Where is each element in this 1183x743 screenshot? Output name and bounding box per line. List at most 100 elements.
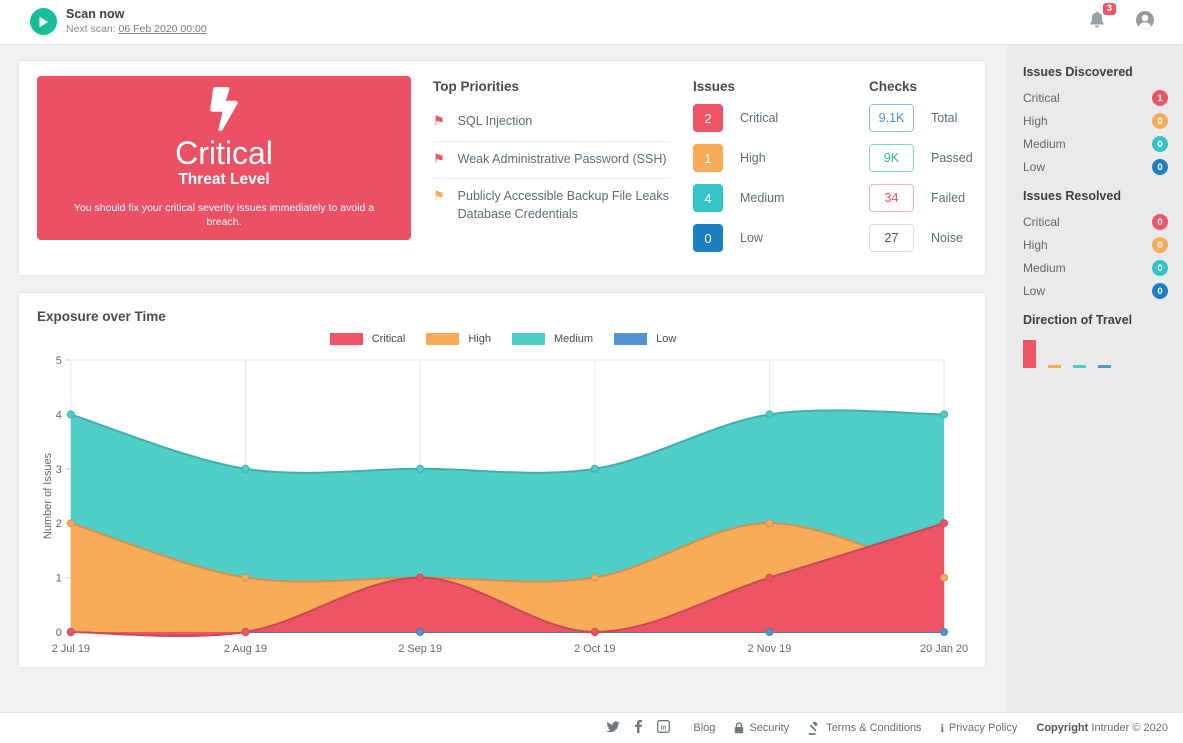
- checks-row-failed[interactable]: 34 Failed: [869, 184, 1007, 212]
- resolved-row-high: High 0: [1023, 237, 1168, 253]
- summary-card: Critical Threat Level You should fix you…: [18, 60, 986, 276]
- resolved-high-badge: 0: [1152, 237, 1168, 253]
- footer-link-privacy[interactable]: i Privacy Policy: [941, 721, 1018, 736]
- legend-label-high: High: [468, 333, 491, 345]
- priority-label: Weak Administrative Password (SSH): [457, 151, 667, 166]
- flag-icon: ⚑: [433, 188, 445, 203]
- svg-text:2 Aug 19: 2 Aug 19: [224, 643, 267, 655]
- checks-row-total[interactable]: 9.1K Total: [869, 104, 1007, 132]
- resolved-medium-badge: 0: [1152, 260, 1168, 276]
- checks-passed-label: Passed: [931, 151, 973, 165]
- checks-row-noise[interactable]: 27 Noise: [869, 224, 1007, 252]
- threat-level-card: Critical Threat Level You should fix you…: [37, 76, 411, 240]
- checks-noise-count: 27: [869, 224, 914, 252]
- checks-section: Checks 9.1K Total 9K Passed 34 Failed 27…: [869, 76, 1007, 260]
- footer-blog-label: Blog: [693, 722, 716, 734]
- svg-text:2 Sep 19: 2 Sep 19: [398, 643, 442, 655]
- exposure-over-time-card: Exposure over Time Critical High Medium …: [18, 292, 986, 668]
- svg-text:Number of Issues: Number of Issues: [42, 452, 54, 539]
- scan-now-button[interactable]: Scan now Next scan: 06 Feb 2020 00:00: [30, 7, 207, 36]
- resolved-row-critical: Critical 0: [1023, 214, 1168, 230]
- svg-text:5: 5: [56, 355, 62, 367]
- legend-item-low[interactable]: Low: [614, 333, 676, 345]
- next-scan-link[interactable]: 06 Feb 2020 00:00: [118, 22, 207, 35]
- facebook-icon[interactable]: [635, 720, 643, 736]
- checks-failed-count: 34: [869, 184, 914, 212]
- checks-failed-label: Failed: [931, 191, 966, 205]
- resolved-critical-badge: 0: [1152, 214, 1168, 230]
- discovered-medium-badge: 0: [1152, 136, 1168, 152]
- top-priorities-section: Top Priorities ⚑ SQL Injection ⚑ Weak Ad…: [433, 76, 671, 260]
- svg-text:0: 0: [56, 627, 62, 639]
- next-scan-prefix: Next scan:: [66, 22, 116, 35]
- issues-high-count: 1: [693, 144, 723, 172]
- priority-item[interactable]: ⚑ Publicly Accessible Backup File Leaks …: [433, 179, 671, 233]
- copyright-rest: Intruder © 2020: [1091, 722, 1168, 734]
- flag-icon: ⚑: [433, 113, 445, 128]
- legend-label-medium: Medium: [553, 333, 594, 345]
- right-sidebar: Issues Discovered Critical 1 High 0 Medi…: [1007, 45, 1183, 712]
- direction-bar-high: [1048, 365, 1061, 368]
- svg-text:2 Jul 19: 2 Jul 19: [52, 643, 90, 655]
- legend-item-critical[interactable]: Critical: [329, 333, 405, 345]
- notifications-button[interactable]: 3: [1087, 2, 1116, 35]
- issues-low-count: 0: [693, 224, 723, 252]
- resolved-critical-label: Critical: [1023, 215, 1060, 229]
- issues-medium-count: 4: [693, 184, 723, 212]
- bell-icon: [1090, 11, 1104, 27]
- issues-high-label: High: [740, 151, 766, 165]
- footer-link-blog[interactable]: Blog: [693, 722, 715, 734]
- footer-copyright: Copyright Intruder © 2020: [1036, 722, 1168, 734]
- discovered-row-critical: Critical 1: [1023, 90, 1168, 106]
- issues-resolved-title: Issues Resolved: [1023, 189, 1121, 203]
- top-priorities-title: Top Priorities: [433, 79, 520, 94]
- issues-medium-label: Medium: [740, 191, 785, 205]
- issues-row-medium[interactable]: 4 Medium: [693, 184, 847, 212]
- twitter-icon[interactable]: [606, 720, 621, 736]
- checks-total-label: Total: [931, 111, 958, 125]
- priority-item[interactable]: ⚑ SQL Injection: [433, 104, 671, 142]
- legend-item-medium[interactable]: Medium: [511, 333, 594, 345]
- issues-row-critical[interactable]: 2 Critical: [693, 104, 847, 132]
- checks-title: Checks: [869, 79, 918, 94]
- footer-privacy-label: Privacy Policy: [948, 722, 1018, 734]
- resolved-row-low: Low 0: [1023, 283, 1168, 299]
- footer-link-terms[interactable]: Terms & Conditions: [808, 721, 922, 735]
- svg-text:1: 1: [56, 573, 62, 585]
- issues-row-low[interactable]: 0 Low: [693, 224, 847, 252]
- svg-text:4: 4: [56, 409, 62, 421]
- discovered-critical-badge: 1: [1152, 90, 1168, 106]
- footer: in Blog Security Terms & Conditions i Pr…: [0, 712, 1183, 743]
- issues-title: Issues: [693, 79, 736, 94]
- legend-swatch-medium: [511, 333, 545, 345]
- linkedin-icon[interactable]: in: [657, 720, 671, 736]
- lightning-bolt-icon: [210, 86, 238, 131]
- issues-discovered-title: Issues Discovered: [1023, 65, 1133, 79]
- issues-critical-count: 2: [693, 104, 723, 132]
- footer-link-security[interactable]: Security: [734, 722, 789, 734]
- checks-noise-label: Noise: [931, 231, 963, 245]
- user-avatar-icon: [1136, 10, 1154, 29]
- discovered-low-badge: 0: [1152, 159, 1168, 175]
- resolved-low-badge: 0: [1152, 283, 1168, 299]
- footer-terms-label: Terms & Conditions: [826, 722, 922, 734]
- legend-label-low: Low: [656, 333, 677, 345]
- play-icon[interactable]: [30, 8, 57, 36]
- lock-icon: [735, 722, 744, 734]
- priority-item[interactable]: ⚑ Weak Administrative Password (SSH): [433, 142, 671, 179]
- legend-swatch-high: [426, 333, 460, 345]
- svg-text:2 Oct 19: 2 Oct 19: [574, 643, 615, 655]
- checks-row-passed[interactable]: 9K Passed: [869, 144, 1007, 172]
- discovered-row-low: Low 0: [1023, 159, 1168, 175]
- issues-critical-label: Critical: [740, 111, 779, 125]
- issues-row-high[interactable]: 1 High: [693, 144, 847, 172]
- direction-bar-medium: [1073, 365, 1086, 368]
- svg-text:2 Nov 19: 2 Nov 19: [748, 643, 792, 655]
- user-avatar-button[interactable]: [1135, 10, 1155, 35]
- info-icon: i: [940, 720, 944, 735]
- legend-item-high[interactable]: High: [426, 333, 491, 345]
- resolved-low-label: Low: [1023, 284, 1046, 298]
- priority-label: SQL Injection: [457, 114, 533, 128]
- direction-bar-low: [1098, 365, 1111, 368]
- direction-bar-critical: [1023, 340, 1036, 368]
